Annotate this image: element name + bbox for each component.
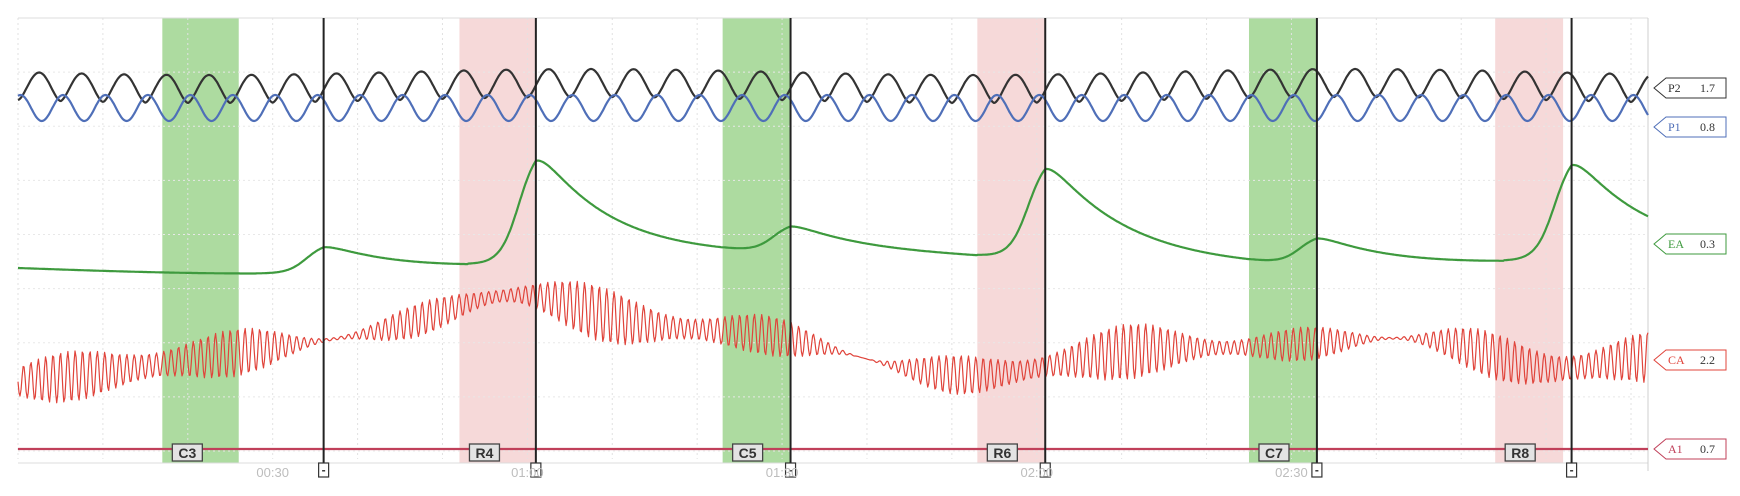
marker-dash-R6: - [1043, 463, 1047, 477]
channel-value-A1: 0.7 [1700, 442, 1715, 456]
channel-labels: P2 1.7 P1 0.8 EA 0.3 CA 2.2 A1 0.7 [1653, 77, 1727, 460]
question-label-box-R6 [986, 443, 1018, 462]
question-label-C5: C5 [739, 445, 757, 461]
question-label-C3: C3 [178, 445, 196, 461]
channel-name-EA: EA [1668, 237, 1684, 251]
trace-P2 [17, 67, 1649, 104]
channel-value-P2: 1.7 [1700, 81, 1715, 95]
band-C5 [722, 18, 791, 463]
trace-CA [17, 280, 1649, 404]
question-markers: - C3 - R4 - C5 - R6 - C7 - R8 [171, 18, 1578, 478]
channel-traces [17, 67, 1649, 451]
question-label-box-R8 [1504, 443, 1536, 462]
marker-dash-R4: - [534, 463, 538, 477]
band-C7 [1248, 18, 1317, 463]
band-R8 [1495, 18, 1564, 463]
grid-lines [17, 17, 1649, 471]
channel-arrow-P1 [1653, 116, 1727, 138]
x-tick-label: 01:30 [766, 465, 799, 480]
question-label-box-C5 [731, 443, 764, 462]
marker-box-C7 [1311, 462, 1323, 478]
marker-box-R6 [1039, 462, 1051, 478]
marker-dash-R8: - [1570, 463, 1574, 477]
question-label-C7: C7 [1265, 445, 1283, 461]
question-label-R8: R8 [1511, 445, 1529, 461]
question-label-box-C7 [1258, 443, 1290, 462]
marker-dash-C7: - [1315, 463, 1319, 477]
question-bands [162, 18, 1564, 463]
x-tick-label: 02:00 [1020, 465, 1053, 480]
x-tick-label: 02:30 [1275, 465, 1308, 480]
band-R6 [977, 18, 1046, 463]
trace-P1 [17, 93, 1649, 123]
channel-name-CA: CA [1668, 353, 1685, 367]
question-label-R6: R6 [993, 445, 1011, 461]
x-tick-label: 00:30 [256, 465, 289, 480]
channel-arrow-EA [1653, 233, 1727, 255]
marker-box-C3 [318, 462, 330, 478]
channel-name-P1: P1 [1668, 120, 1681, 134]
marker-box-C5 [784, 462, 797, 478]
channel-arrow-P2 [1653, 77, 1727, 99]
trace-EA [17, 159, 1649, 275]
question-label-box-R4 [468, 443, 501, 462]
marker-box-R4 [530, 462, 542, 478]
channel-value-P1: 0.8 [1700, 120, 1715, 134]
x-axis-ticks: 00:30 01:00 01:30 02:00 02:30 [256, 465, 1307, 480]
band-R4 [459, 18, 536, 463]
channel-arrow-CA [1653, 349, 1727, 371]
marker-box-R8 [1565, 462, 1578, 478]
channel-name-P2: P2 [1668, 81, 1681, 95]
question-label-R4: R4 [476, 445, 494, 461]
channel-name-A1: A1 [1668, 442, 1683, 456]
band-C3 [162, 18, 239, 463]
marker-dash-C3: - [322, 463, 326, 477]
channel-value-EA: 0.3 [1700, 237, 1715, 251]
channel-arrow-A1 [1653, 438, 1727, 460]
channel-value-CA: 2.2 [1700, 353, 1715, 367]
marker-dash-C5: - [789, 463, 793, 477]
x-tick-label: 01:00 [511, 465, 544, 480]
question-label-box-C3 [171, 443, 203, 462]
